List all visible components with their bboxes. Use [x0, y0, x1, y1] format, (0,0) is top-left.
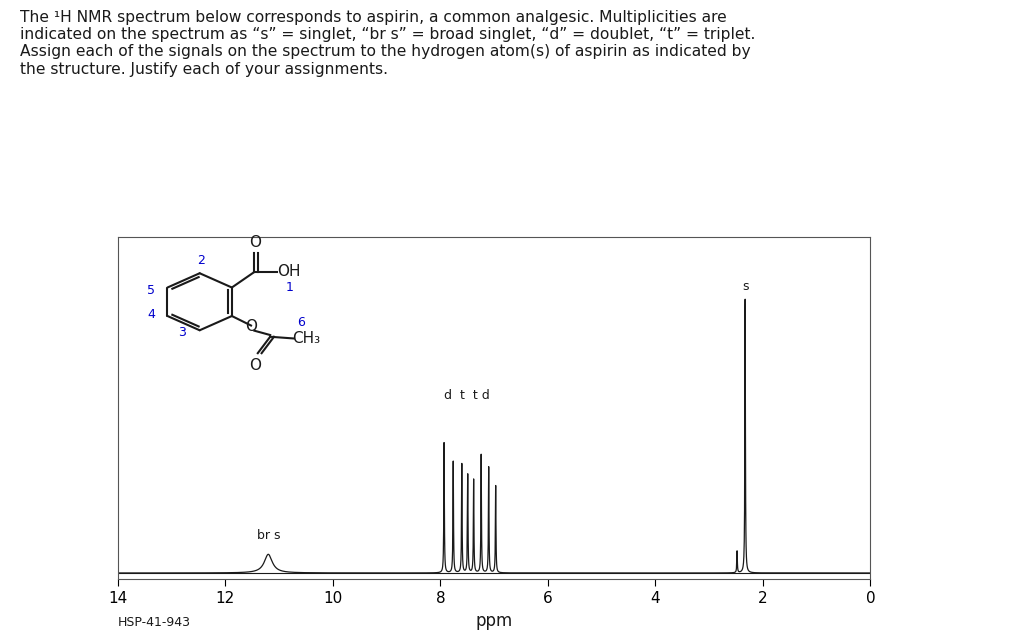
Text: d  t  t d: d t t d — [444, 388, 490, 402]
Text: 1: 1 — [286, 282, 293, 294]
Text: 6: 6 — [297, 316, 304, 329]
Text: s: s — [742, 280, 749, 293]
Text: HSP-41-943: HSP-41-943 — [118, 616, 190, 629]
Text: The ¹H NMR spectrum below corresponds to aspirin, a common analgesic. Multiplici: The ¹H NMR spectrum below corresponds to… — [20, 10, 756, 77]
Text: O: O — [250, 358, 261, 373]
Text: br s: br s — [257, 529, 280, 542]
Text: O: O — [250, 236, 261, 250]
Text: O: O — [245, 319, 257, 334]
Text: 3: 3 — [178, 326, 186, 339]
Text: ppm: ppm — [475, 612, 513, 630]
Text: CH₃: CH₃ — [292, 331, 321, 346]
Text: 2: 2 — [197, 254, 205, 268]
Text: 5: 5 — [147, 284, 155, 298]
Text: 4: 4 — [147, 308, 155, 321]
Text: OH: OH — [278, 264, 301, 278]
